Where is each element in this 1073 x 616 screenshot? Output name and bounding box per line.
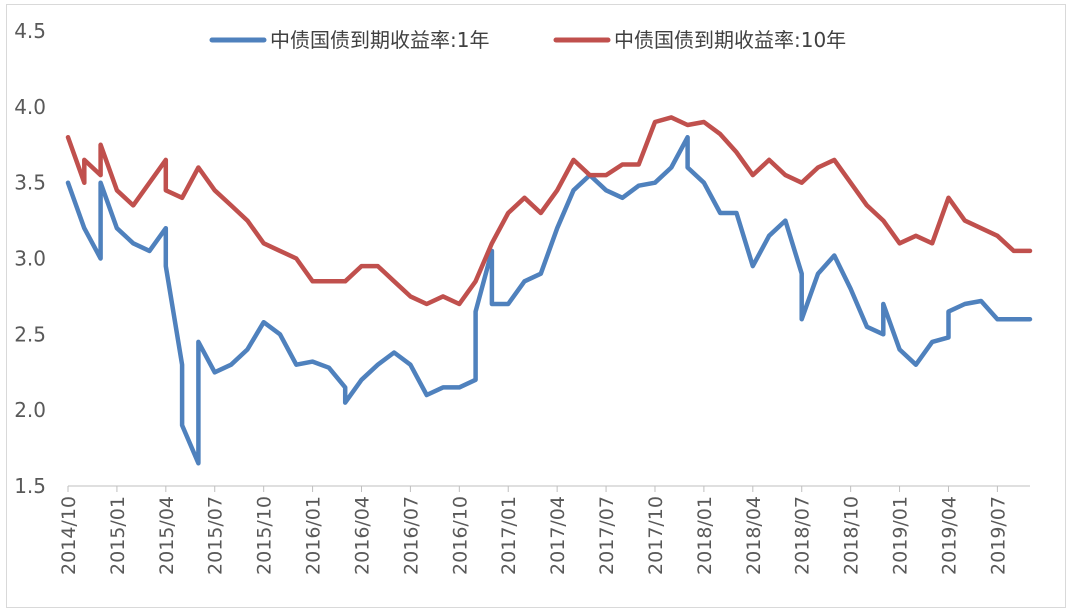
x-tick-label: 2015/10	[254, 496, 276, 575]
x-tick-label: 2018/07	[792, 496, 814, 575]
x-tick-label: 2019/04	[938, 496, 960, 575]
x-tick-label: 2018/10	[841, 496, 863, 575]
x-tick-label: 2017/10	[645, 496, 667, 575]
legend-label-1: 中债国债到期收益率:1年	[270, 28, 489, 52]
y-tick-label: 4.5	[14, 19, 46, 43]
chart-frame	[6, 4, 1066, 608]
y-axis-ticks: 1.5 2.0 2.5 3.0 3.5 4.0 4.5	[14, 19, 46, 498]
y-tick-label: 4.0	[14, 95, 46, 119]
x-axis: 2014/10 2015/01 2015/04 2015/07 2015/10 2016/…	[58, 485, 1030, 575]
legend: 中债国债到期收益率:1年 中债国债到期收益率:10年	[209, 28, 846, 52]
x-tick-label: 2016/07	[400, 496, 422, 575]
x-tick-label: 2016/01	[303, 496, 325, 575]
legend-label-2: 中债国债到期收益率:10年	[614, 28, 846, 52]
x-tick-label: 2017/01	[498, 496, 520, 575]
y-tick-label: 2.0	[14, 398, 46, 422]
y-tick-label: 3.5	[14, 171, 46, 195]
x-tick-label: 2018/04	[743, 496, 765, 575]
x-tick-label: 2015/01	[107, 496, 129, 575]
x-tick-label: 2016/04	[351, 496, 373, 575]
x-tick-label: 2017/07	[596, 496, 618, 575]
y-tick-label: 2.5	[14, 322, 46, 346]
x-tick-label: 2014/10	[58, 496, 80, 575]
x-tick-label: 2015/07	[205, 496, 227, 575]
x-tick-label: 2017/04	[547, 496, 569, 575]
y-tick-label: 1.5	[14, 474, 46, 498]
series-lines	[65, 115, 1033, 466]
x-tick-label: 2016/10	[449, 496, 471, 575]
x-tick-label: 2019/01	[890, 496, 912, 575]
x-tick-label: 2019/07	[987, 496, 1009, 575]
y-tick-label: 3.0	[14, 247, 46, 271]
x-tick-label: 2018/01	[694, 496, 716, 575]
series-line-1	[65, 134, 1033, 466]
series-line-2	[65, 115, 1033, 307]
x-tick-label: 2015/04	[156, 496, 178, 575]
